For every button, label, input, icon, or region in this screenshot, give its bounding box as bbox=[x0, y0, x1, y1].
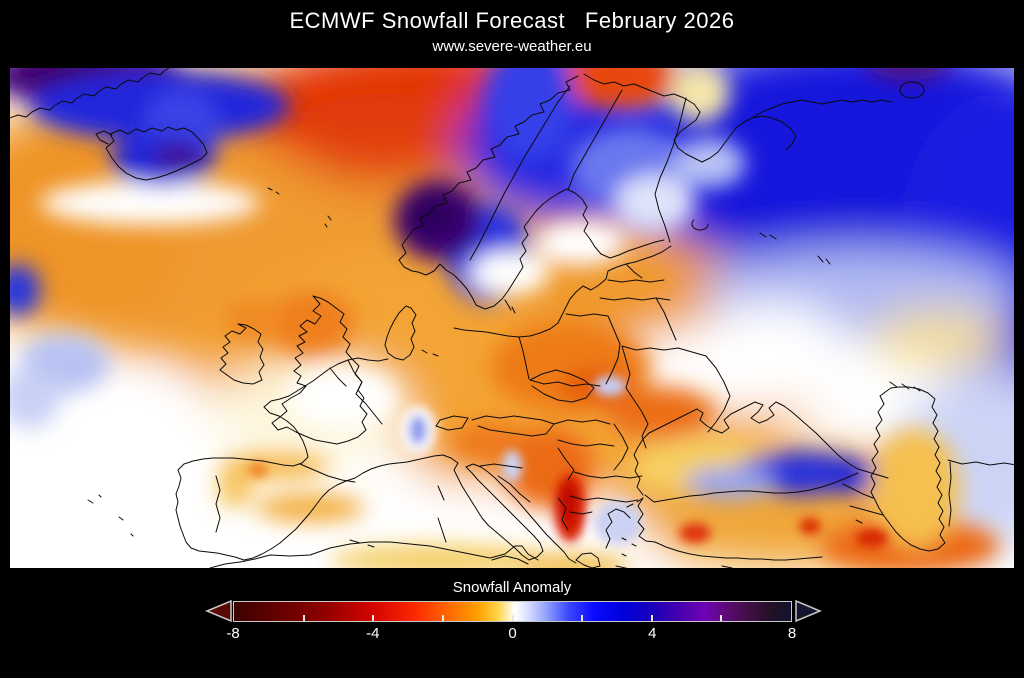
colorbar-tick bbox=[372, 615, 375, 621]
page-title: ECMWF Snowfall Forecast February 2026 bbox=[289, 8, 735, 33]
right-arrow-triangle bbox=[795, 600, 822, 623]
colorbar-tick-label: -4 bbox=[366, 625, 380, 642]
colorbar-tick bbox=[650, 615, 653, 621]
colorbar-tick-label: 0 bbox=[508, 625, 517, 642]
colorbar-tick-label: 4 bbox=[648, 625, 657, 642]
anomaly-field-medium bbox=[10, 68, 1000, 568]
anomaly-map-svg bbox=[10, 68, 1014, 568]
colorbar-tick bbox=[581, 615, 584, 621]
colorbar-tick bbox=[511, 615, 514, 621]
colorbar-right-arrow bbox=[795, 600, 822, 623]
colorbar-left-arrow bbox=[205, 600, 232, 623]
colorbar-title: Snowfall Anomaly bbox=[452, 579, 572, 596]
left-arrow-triangle bbox=[205, 600, 232, 623]
colorbar-tick-label: 8 bbox=[787, 625, 797, 642]
colorbar-tick bbox=[720, 615, 723, 621]
map-canvas bbox=[10, 68, 1014, 568]
header: ECMWF Snowfall Forecast February 2026 ww… bbox=[0, 8, 1024, 55]
colorbar-tick-label: -8 bbox=[226, 625, 240, 642]
anomaly-field-small bbox=[248, 376, 888, 547]
coastlines-and-borders bbox=[10, 68, 1014, 568]
colorbar-gradient bbox=[233, 601, 792, 622]
page-subtitle: www.severe-weather.eu bbox=[432, 38, 592, 55]
colorbar-tick bbox=[302, 615, 305, 621]
colorbar-tick-labels: -8 -4 0 4 8 bbox=[226, 625, 796, 643]
colorbar-tick bbox=[441, 615, 444, 621]
